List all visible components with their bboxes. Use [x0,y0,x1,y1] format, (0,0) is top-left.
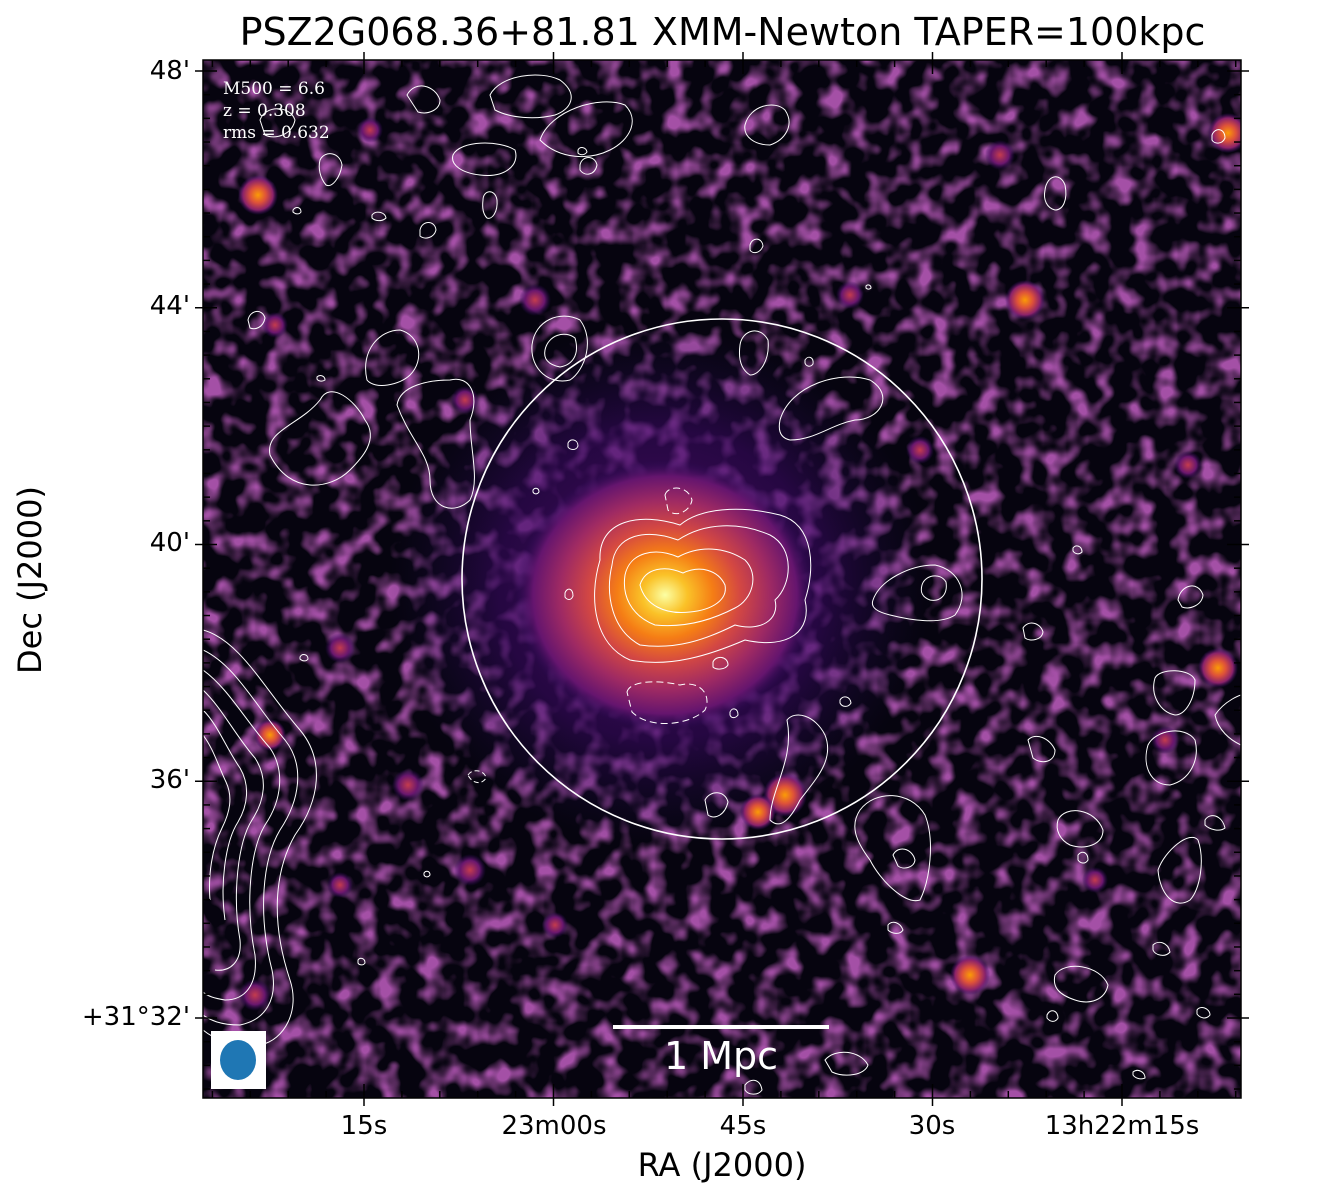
scalebar-label: 1 Mpc [663,1034,779,1078]
y-tick-label: 44' [149,291,190,321]
y-tick-label: 36' [149,765,190,795]
y-axis-label: Dec (J2000) [11,486,49,674]
x-tick-label: 23m00s [501,1111,607,1141]
redshift-label: z = 0.308 [223,101,306,121]
radio-contours [203,74,1241,1095]
x-tick-label: 13h22m15s [1044,1111,1200,1141]
x-tick-label: 30s [908,1111,956,1141]
x-tick-label: 45s [719,1111,767,1141]
figure-title: PSZ2G068.36+81.81 XMM-Newton TAPER=100kp… [239,10,1206,54]
x-tick-label: 15s [340,1111,388,1141]
xray-image [203,60,1241,1098]
point-sources [238,113,1241,1011]
y-tick-label: 48' [149,56,190,86]
x-axis-label: RA (J2000) [637,1146,807,1184]
y-tick-label: 40' [149,528,190,558]
axes-frame [202,59,1242,1099]
y-tick-label: +31°32' [81,1002,190,1032]
beam-ellipse [220,1040,256,1080]
axis-ticks [195,52,1249,1106]
m500-label: M500 = 6.6 [223,79,325,99]
rms-label: rms = 0.632 [223,123,330,143]
r500-circle [461,318,983,840]
